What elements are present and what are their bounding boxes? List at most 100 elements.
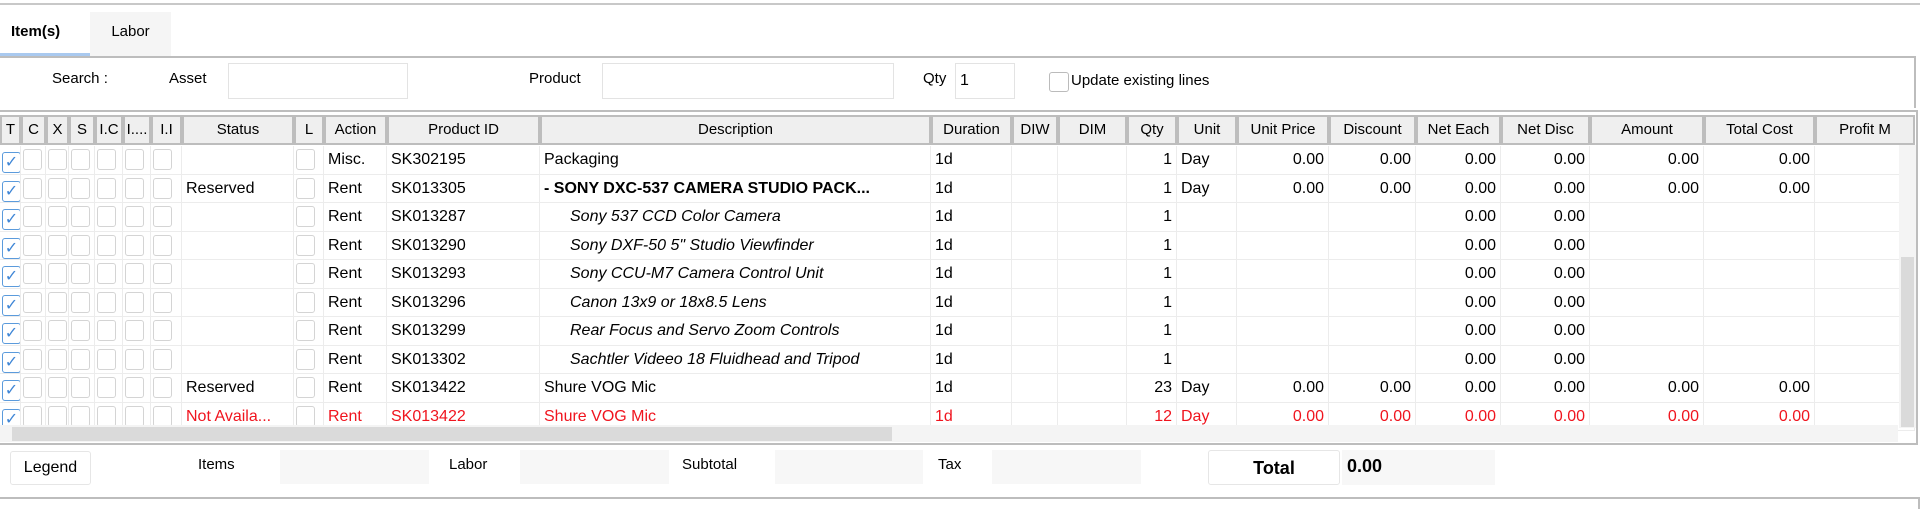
checkbox[interactable] xyxy=(23,291,42,313)
column-header-x[interactable]: X xyxy=(46,115,69,145)
checkbox-checked-icon[interactable]: ✓ xyxy=(2,152,20,173)
checkbox[interactable] xyxy=(296,149,315,170)
checkbox-checked-icon[interactable]: ✓ xyxy=(2,237,20,259)
checkbox[interactable] xyxy=(23,206,42,227)
table-row[interactable]: ✓ Misc. SK302195 Packaging 1d 1 Day 0.00 0.00 0.0… xyxy=(0,146,1915,175)
checkbox[interactable] xyxy=(153,149,172,170)
checkbox[interactable] xyxy=(23,234,42,256)
checkbox[interactable] xyxy=(23,405,42,427)
checkbox[interactable] xyxy=(71,377,90,398)
product-input[interactable] xyxy=(602,63,894,99)
checkbox[interactable] xyxy=(125,263,144,284)
checkbox[interactable] xyxy=(153,348,172,370)
horizontal-scrollbar-thumb[interactable] xyxy=(12,427,892,441)
checkbox-checked-icon[interactable]: ✓ xyxy=(2,209,20,230)
checkbox[interactable] xyxy=(153,377,172,398)
checkbox[interactable] xyxy=(97,348,116,370)
checkbox-checked-icon[interactable]: ✓ xyxy=(2,380,20,401)
checkbox[interactable] xyxy=(71,263,90,284)
column-header-i[interactable]: I.... xyxy=(123,115,151,145)
column-header-duration[interactable]: Duration xyxy=(931,115,1012,145)
table-row[interactable]: ✓ Rent SK013287 Sony 537 CCD Color Camera 1d… xyxy=(0,203,1915,232)
column-header-dim[interactable]: DIM xyxy=(1058,115,1127,145)
checkbox[interactable] xyxy=(23,377,42,398)
checkbox[interactable] xyxy=(23,348,42,370)
checkbox[interactable] xyxy=(97,234,116,256)
checkbox[interactable] xyxy=(97,263,116,284)
checkbox[interactable] xyxy=(125,206,144,227)
checkbox[interactable] xyxy=(296,348,315,370)
checkbox[interactable] xyxy=(48,263,67,284)
table-row[interactable]: ✓ Reserved Rent SK013422 Shure VOG Mic 1d 23 Da… xyxy=(0,374,1915,403)
column-header-i-c[interactable]: I.C xyxy=(95,115,123,145)
table-row[interactable]: ✓ Rent SK013293 Sony CCU-M7 Camera Control … xyxy=(0,260,1915,289)
checkbox[interactable] xyxy=(125,377,144,398)
checkbox[interactable] xyxy=(125,234,144,256)
checkbox-checked-icon[interactable]: ✓ xyxy=(2,294,20,316)
checkbox[interactable] xyxy=(153,320,172,341)
table-row[interactable]: ✓ Rent SK013299 Rear Focus and Servo Zoom C… xyxy=(0,317,1915,346)
column-header-status[interactable]: Status xyxy=(182,115,294,145)
table-row[interactable]: ✓ Rent SK013290 Sony DXF-50 5" Studio Viewf… xyxy=(0,231,1915,260)
checkbox[interactable] xyxy=(296,177,315,199)
checkbox[interactable] xyxy=(97,177,116,199)
column-header-net-disc[interactable]: Net Disc xyxy=(1501,115,1590,145)
checkbox[interactable] xyxy=(296,377,315,398)
checkbox[interactable] xyxy=(48,348,67,370)
checkbox[interactable] xyxy=(71,291,90,313)
checkbox[interactable] xyxy=(71,320,90,341)
checkbox[interactable] xyxy=(125,405,144,427)
column-header-unit[interactable]: Unit xyxy=(1177,115,1237,145)
checkbox-checked-icon[interactable]: ✓ xyxy=(2,180,20,202)
checkbox[interactable] xyxy=(48,405,67,427)
total-button[interactable]: Total xyxy=(1208,450,1340,485)
update-existing-lines-checkbox[interactable] xyxy=(1049,72,1069,92)
column-header-total-cost[interactable]: Total Cost xyxy=(1704,115,1815,145)
checkbox-checked-icon[interactable]: ✓ xyxy=(2,266,20,287)
column-header-s[interactable]: S xyxy=(69,115,95,145)
checkbox[interactable] xyxy=(48,234,67,256)
checkbox[interactable] xyxy=(71,234,90,256)
table-row[interactable]: ✓ Rent SK013302 Sachtler Videeo 18 Fluidhea… xyxy=(0,345,1915,374)
checkbox[interactable] xyxy=(23,177,42,199)
checkbox[interactable] xyxy=(125,177,144,199)
column-header-amount[interactable]: Amount xyxy=(1590,115,1704,145)
checkbox[interactable] xyxy=(296,291,315,313)
legend-button[interactable]: Legend xyxy=(10,451,91,485)
checkbox[interactable] xyxy=(153,177,172,199)
table-row[interactable]: ✓ Reserved Rent SK013305- SONY DXC-537 CAME… xyxy=(0,174,1915,203)
checkbox[interactable] xyxy=(48,149,67,170)
checkbox[interactable] xyxy=(296,320,315,341)
column-header-i-i[interactable]: I.I xyxy=(151,115,182,145)
checkbox[interactable] xyxy=(71,177,90,199)
checkbox[interactable] xyxy=(153,291,172,313)
checkbox[interactable] xyxy=(23,149,42,170)
checkbox[interactable] xyxy=(71,405,90,427)
checkbox[interactable] xyxy=(71,206,90,227)
tab-labor[interactable]: Labor xyxy=(90,12,171,56)
checkbox[interactable] xyxy=(48,320,67,341)
checkbox-checked-icon[interactable]: ✓ xyxy=(2,323,20,344)
column-header-unit-price[interactable]: Unit Price xyxy=(1237,115,1329,145)
column-header-discount[interactable]: Discount xyxy=(1329,115,1416,145)
checkbox[interactable] xyxy=(296,263,315,284)
column-header-c[interactable]: C xyxy=(21,115,46,145)
checkbox[interactable] xyxy=(97,291,116,313)
checkbox[interactable] xyxy=(97,206,116,227)
column-header-t[interactable]: T xyxy=(0,115,21,145)
column-header-net-each[interactable]: Net Each xyxy=(1416,115,1501,145)
checkbox[interactable] xyxy=(23,263,42,284)
checkbox[interactable] xyxy=(48,377,67,398)
table-row[interactable]: ✓ Not Availa... Rent SK013422 Shure VOG Mic 1… xyxy=(0,402,1915,431)
checkbox[interactable] xyxy=(48,206,67,227)
checkbox[interactable] xyxy=(23,320,42,341)
checkbox[interactable] xyxy=(296,234,315,256)
tab-items[interactable]: Item(s) xyxy=(0,12,90,56)
column-header-action[interactable]: Action xyxy=(324,115,387,145)
checkbox[interactable] xyxy=(71,149,90,170)
checkbox[interactable] xyxy=(296,405,315,427)
vertical-scrollbar-thumb[interactable] xyxy=(1901,257,1914,427)
checkbox[interactable] xyxy=(48,291,67,313)
checkbox[interactable] xyxy=(97,320,116,341)
column-header-profit-m[interactable]: Profit M xyxy=(1815,115,1915,145)
